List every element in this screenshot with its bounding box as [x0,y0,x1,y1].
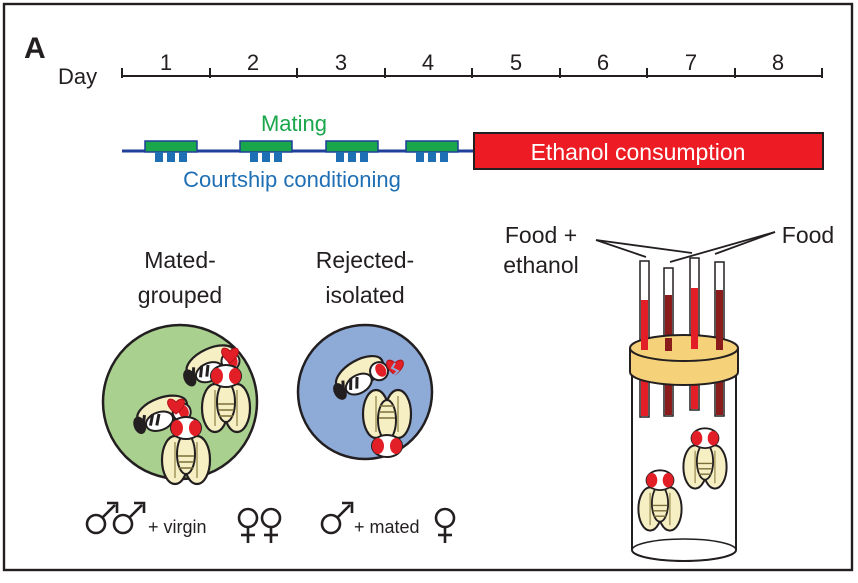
day-tick-1: 1 [160,50,172,75]
mating-label: Mating [261,111,327,136]
panel-frame [2,2,854,572]
day-tick-2: 2 [247,50,259,75]
day-axis [121,68,823,78]
rejected-caption: + mated [320,501,456,545]
mated-caption-text: + virgin [148,517,207,537]
food-ethanol-label-line1: Food + [505,222,577,248]
rejected-caption-text: + mated [354,517,420,537]
courtship-blocks [155,152,448,162]
cafe-vial [631,362,737,562]
day-tick-6: 6 [597,50,609,75]
rejected-title-line2: isolated [325,282,404,308]
day-tick-3: 3 [335,50,347,75]
rejected-flies [323,347,413,459]
panel-label: A [24,32,46,65]
broken-heart-icon [386,359,404,376]
mated-caption: + virgin [85,501,282,545]
day-tick-8: 8 [772,50,784,75]
day-tick-7: 7 [685,50,697,75]
day-tick-4: 4 [422,50,434,75]
ethanol-consumption-bar [473,132,824,170]
mated-title-line1: Mated- [144,247,216,273]
rejected-isolated-vial [296,323,434,461]
rejected-title-line1: Rejected- [316,247,414,273]
food-label: Food [782,222,834,248]
label-pointers [595,231,776,263]
ethanol-label: Ethanol consumption [531,139,746,165]
courtship-label: Courtship conditioning [183,167,401,192]
mated-title-line2: grouped [138,282,222,308]
day-tick-5: 5 [510,50,522,75]
vial-collar [629,334,739,386]
food-ethanol-label-line2: ethanol [503,252,578,278]
day-axis-label: Day [58,64,97,89]
